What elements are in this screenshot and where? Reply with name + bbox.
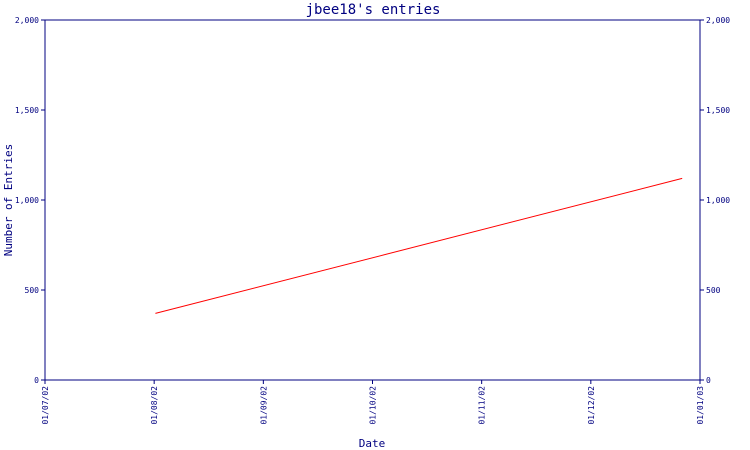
chart-title: jbee18's entries bbox=[306, 2, 441, 18]
y-axis-left: 0 500 1,000 1,500 2,000 bbox=[15, 16, 45, 385]
y-tick-label-left: 1,500 bbox=[15, 106, 39, 115]
y-axis-label: Number of Entries bbox=[2, 144, 15, 257]
x-tick-label: 01/11/02 bbox=[478, 386, 487, 425]
y-tick-label-right: 1,000 bbox=[706, 196, 730, 205]
x-tick-label: 01/08/02 bbox=[150, 386, 159, 425]
x-tick-label: 01/07/02 bbox=[41, 386, 50, 425]
y-tick-label-left: 0 bbox=[34, 376, 39, 385]
x-axis: 01/07/02 01/08/02 01/09/02 01/10/02 01/11/02… bbox=[41, 380, 705, 425]
y-tick-label-left: 1,000 bbox=[15, 196, 39, 205]
y-tick-label-left: 500 bbox=[25, 286, 40, 295]
x-axis-label: Date bbox=[359, 437, 386, 450]
x-tick-label: 01/01/03 bbox=[696, 386, 705, 425]
x-tick-label: 01/10/02 bbox=[369, 386, 378, 425]
plot-frame bbox=[44, 19, 701, 381]
y-tick-label-right: 0 bbox=[706, 376, 711, 385]
y-axis-right: 0 500 1,000 1,500 2,000 bbox=[700, 16, 730, 385]
y-tick-label-right: 1,500 bbox=[706, 106, 730, 115]
x-tick-label: 01/12/02 bbox=[587, 386, 596, 425]
x-tick-label: 01/09/02 bbox=[259, 386, 268, 425]
series-line bbox=[155, 177, 683, 314]
series-layer bbox=[155, 177, 683, 314]
y-tick-label-right: 500 bbox=[706, 286, 721, 295]
y-tick-label-right: 2,000 bbox=[706, 16, 730, 25]
y-tick-label-left: 2,000 bbox=[15, 16, 39, 25]
